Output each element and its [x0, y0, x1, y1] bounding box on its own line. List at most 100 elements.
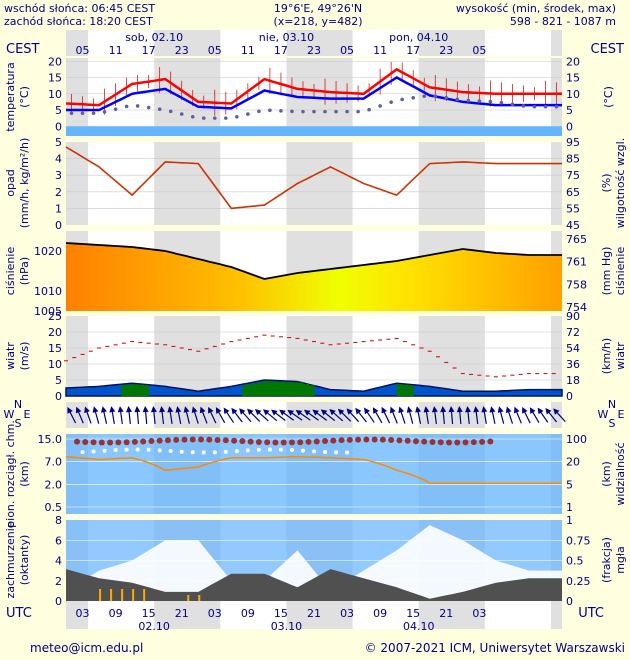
- date-label: 04.10: [403, 620, 435, 633]
- wind-strong-segment: [402, 384, 409, 396]
- hour-label: 17: [406, 44, 420, 57]
- cloud-top-dot: [148, 438, 155, 445]
- tick-label: 85: [566, 153, 580, 166]
- cloud-base-dot: [168, 449, 173, 454]
- wind-strong-segment: [297, 382, 304, 396]
- hour-label: 03: [340, 607, 354, 620]
- cloud-top-dot: [487, 438, 494, 445]
- dew-point-line: [66, 76, 562, 112]
- wind-arrow-head: [303, 409, 311, 416]
- axis-label: (%): [600, 173, 613, 192]
- tick-label: 10: [48, 358, 62, 371]
- tick-label: 20: [48, 326, 62, 339]
- ground-temp-dot: [323, 109, 327, 114]
- tick-label: 5: [55, 374, 62, 387]
- fog-bar: [110, 589, 113, 601]
- tick-label: 0: [55, 595, 62, 608]
- cloud-top-dot: [115, 439, 122, 446]
- wind-arrow-head: [489, 406, 496, 413]
- cloud-base-dot: [345, 450, 350, 455]
- compass-s: S: [609, 417, 616, 430]
- wind-arrow-head: [448, 406, 455, 413]
- tick-label: 15: [48, 72, 62, 85]
- tick-label: 2.0: [45, 478, 63, 491]
- fog-bar: [198, 595, 201, 601]
- ground-temp-dot: [345, 109, 349, 114]
- cloud-base-dot: [223, 449, 228, 454]
- date-label: 02.10: [138, 620, 170, 633]
- wind-arrow-head: [465, 406, 471, 413]
- tick-label: 1: [55, 202, 62, 215]
- hour-label: 23: [175, 44, 189, 57]
- axis-label: wilgotność wzgl.: [614, 138, 627, 228]
- hour-label: 09: [109, 607, 123, 620]
- wind-arrow: [553, 408, 566, 423]
- wind-arrow-head: [239, 408, 246, 415]
- cloud-top-dot: [214, 436, 221, 443]
- hour-label: 05: [208, 44, 222, 57]
- wind-arrow-head: [440, 406, 447, 413]
- ground-temp-dot: [378, 104, 382, 108]
- cloud-visibility-panel: 15.0 7.0 2.0 0.5 100 20 5 1 pion. rozciągł. chm.…: [4, 420, 627, 528]
- wind-arrow: [423, 406, 430, 424]
- wind-arrow-head: [67, 406, 73, 414]
- wind-arrow: [431, 406, 438, 424]
- hour-label: 15: [274, 607, 288, 620]
- ground-temp-dot: [257, 109, 261, 114]
- ground-temp-dot: [554, 104, 559, 109]
- wind-arrow: [513, 406, 522, 424]
- night-band: [550, 30, 562, 56]
- tick-label: 1: [566, 514, 573, 527]
- wind-arrow: [522, 406, 531, 424]
- elevation-label: wysokość (min, środek, max): [456, 2, 616, 15]
- ground-temp-dot: [80, 111, 85, 116]
- tick-label: 5: [55, 136, 62, 149]
- wind-arrow-head: [92, 406, 99, 413]
- compass-w: W: [598, 408, 609, 421]
- wind-arrow: [473, 406, 480, 425]
- tick-label: 8: [55, 514, 62, 527]
- cloud-base-dot: [190, 450, 195, 455]
- tick-label: 45: [566, 219, 580, 232]
- ground-temp-dot: [510, 102, 515, 107]
- wind-arrow-head: [142, 406, 149, 413]
- wind-strong-segment: [247, 384, 254, 396]
- wind-arrow: [364, 407, 375, 423]
- axis-label: wiatr: [614, 342, 627, 370]
- cloud-base-dot: [201, 450, 206, 455]
- hour-label: 17: [274, 44, 288, 57]
- cloud-top-dot: [470, 439, 477, 446]
- cloud-base-dot: [256, 447, 261, 452]
- pressure-line: [65, 242, 562, 280]
- tick-label: 90: [566, 310, 580, 323]
- night-band: [154, 58, 221, 136]
- ground-temp-dot: [422, 94, 427, 98]
- wind-arrow: [481, 406, 488, 424]
- wind-arrow: [545, 407, 558, 423]
- cloud-top-dot: [131, 438, 138, 445]
- axis-label: widzialność: [614, 442, 627, 505]
- contact-email[interactable]: meteo@icm.edu.pl: [30, 641, 143, 655]
- cloud-base-dot: [80, 450, 85, 455]
- wind-strong-segment: [253, 383, 260, 396]
- tick-label: 20: [566, 55, 580, 68]
- fog-bar: [121, 589, 124, 601]
- wind-strong-segment: [269, 381, 276, 396]
- wind-arrow-head: [262, 409, 270, 416]
- tick-label: 5: [55, 104, 62, 117]
- wind-arrow-head: [473, 406, 480, 413]
- cloud-top-dot: [322, 438, 329, 445]
- tick-label: 5: [566, 478, 573, 491]
- wind-arrow-head: [223, 407, 230, 415]
- low-cloud-area: [66, 569, 562, 601]
- tick-label: 7.0: [45, 456, 63, 469]
- ground-temp-dot: [312, 109, 316, 114]
- wind-arrow-head: [481, 406, 488, 413]
- wind-arrow-head: [529, 407, 536, 414]
- timezone-bottom-right: UTC: [578, 606, 604, 621]
- wind-arrow: [239, 408, 252, 423]
- cloud-top-dot: [264, 439, 271, 446]
- wind-strong-segment: [275, 381, 282, 396]
- cloud-top-dot: [198, 436, 205, 443]
